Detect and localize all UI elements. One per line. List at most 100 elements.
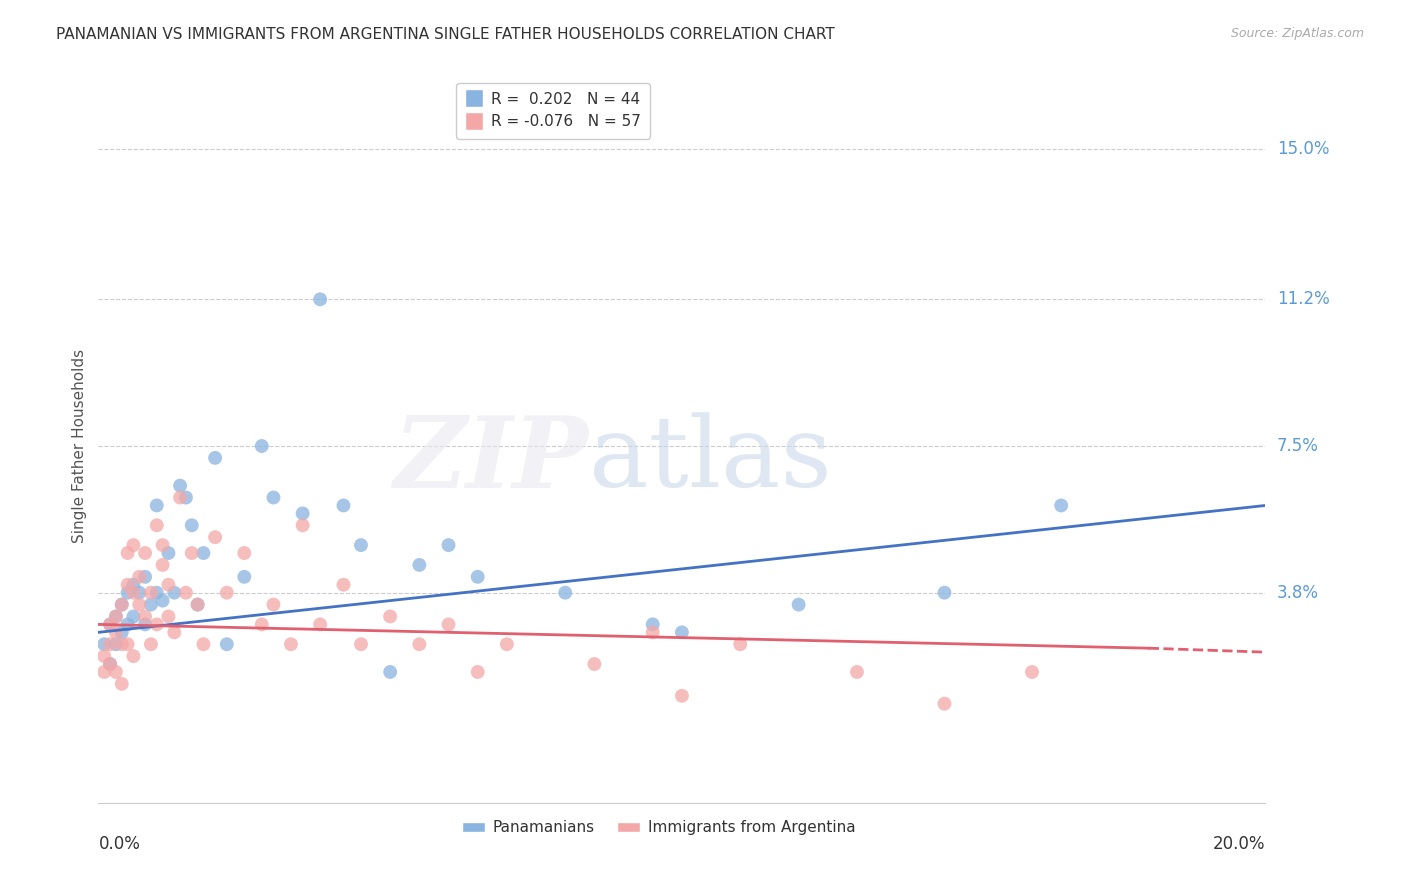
Point xyxy=(98,657,121,671)
Point xyxy=(250,617,273,632)
Point xyxy=(350,538,373,552)
Point xyxy=(134,546,156,560)
Point xyxy=(174,491,197,505)
Point xyxy=(291,507,314,521)
Point xyxy=(146,585,169,599)
Point xyxy=(122,609,145,624)
Point xyxy=(152,538,174,552)
Point xyxy=(128,598,150,612)
Point xyxy=(787,598,810,612)
Point xyxy=(98,637,121,651)
Point xyxy=(157,578,180,592)
Point xyxy=(583,657,606,671)
Point xyxy=(117,546,139,560)
Point xyxy=(122,649,145,664)
Point xyxy=(122,578,145,592)
Point xyxy=(139,598,162,612)
Point xyxy=(134,609,156,624)
Point xyxy=(128,570,150,584)
Point xyxy=(104,609,127,624)
Point xyxy=(554,585,576,599)
Point xyxy=(169,478,191,492)
Point xyxy=(104,665,127,679)
Point xyxy=(157,546,180,560)
Point xyxy=(122,585,145,599)
Point xyxy=(98,617,121,632)
Point xyxy=(146,518,169,533)
Text: PANAMANIAN VS IMMIGRANTS FROM ARGENTINA SINGLE FATHER HOUSEHOLDS CORRELATION CHA: PANAMANIAN VS IMMIGRANTS FROM ARGENTINA … xyxy=(56,27,835,42)
Point xyxy=(146,499,169,513)
Point xyxy=(111,598,134,612)
Point xyxy=(671,625,693,640)
Point xyxy=(117,578,139,592)
Point xyxy=(280,637,302,651)
Point xyxy=(93,637,115,651)
Point xyxy=(128,585,150,599)
Point xyxy=(134,617,156,632)
Point xyxy=(111,677,134,691)
Point xyxy=(250,439,273,453)
Point xyxy=(163,585,186,599)
Point xyxy=(291,518,314,533)
Text: atlas: atlas xyxy=(589,412,831,508)
Point xyxy=(146,617,169,632)
Point xyxy=(408,558,430,572)
Text: Source: ZipAtlas.com: Source: ZipAtlas.com xyxy=(1230,27,1364,40)
Point xyxy=(98,657,121,671)
Point xyxy=(380,665,402,679)
Point xyxy=(262,598,284,612)
Point xyxy=(193,637,215,651)
Point xyxy=(93,665,115,679)
Point xyxy=(496,637,519,651)
Point xyxy=(152,558,174,572)
Legend: Panamanians, Immigrants from Argentina: Panamanians, Immigrants from Argentina xyxy=(456,814,862,841)
Point xyxy=(104,625,127,640)
Point xyxy=(262,491,284,505)
Text: 11.2%: 11.2% xyxy=(1277,290,1330,309)
Point xyxy=(117,637,139,651)
Point xyxy=(117,617,139,632)
Point xyxy=(846,665,869,679)
Point xyxy=(169,491,191,505)
Point xyxy=(193,546,215,560)
Point xyxy=(98,617,121,632)
Point xyxy=(467,570,489,584)
Text: 3.8%: 3.8% xyxy=(1277,583,1319,602)
Point xyxy=(641,625,664,640)
Point xyxy=(204,450,226,465)
Point xyxy=(104,637,127,651)
Point xyxy=(122,538,145,552)
Point xyxy=(437,538,460,552)
Point xyxy=(174,585,197,599)
Text: ZIP: ZIP xyxy=(394,412,589,508)
Point xyxy=(350,637,373,651)
Point xyxy=(117,585,139,599)
Point xyxy=(233,546,256,560)
Point xyxy=(104,609,127,624)
Point xyxy=(408,637,430,651)
Point xyxy=(380,609,402,624)
Point xyxy=(437,617,460,632)
Point xyxy=(934,585,956,599)
Point xyxy=(730,637,752,651)
Point xyxy=(215,637,238,651)
Point xyxy=(187,598,209,612)
Point xyxy=(163,625,186,640)
Text: 0.0%: 0.0% xyxy=(98,835,141,853)
Point xyxy=(204,530,226,544)
Point xyxy=(134,570,156,584)
Point xyxy=(1050,499,1073,513)
Point xyxy=(111,625,134,640)
Point xyxy=(157,609,180,624)
Point xyxy=(1021,665,1043,679)
Point xyxy=(934,697,956,711)
Point xyxy=(139,585,162,599)
Point xyxy=(152,593,174,607)
Text: 7.5%: 7.5% xyxy=(1277,437,1319,455)
Point xyxy=(111,598,134,612)
Text: 20.0%: 20.0% xyxy=(1213,835,1265,853)
Point xyxy=(332,578,354,592)
Point xyxy=(641,617,664,632)
Point xyxy=(309,293,332,307)
Point xyxy=(180,518,202,533)
